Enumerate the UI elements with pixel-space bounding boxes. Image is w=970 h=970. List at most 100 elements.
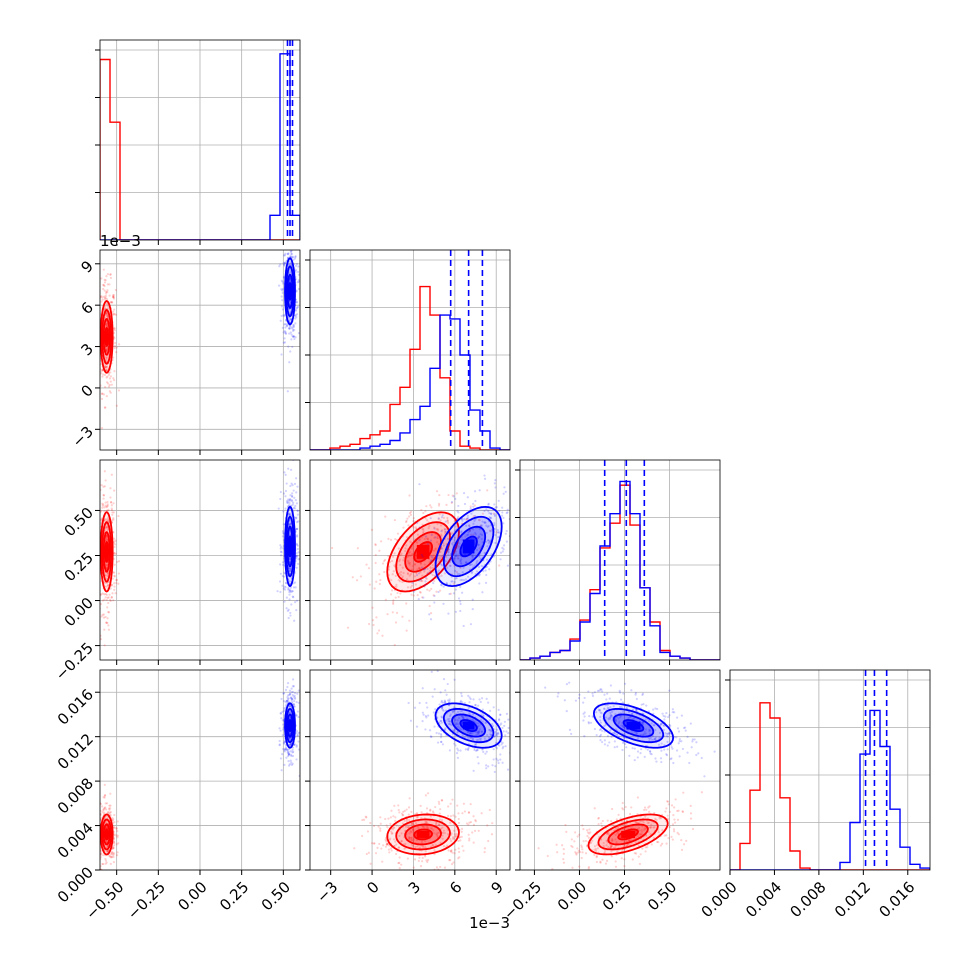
- scatter-point: [367, 567, 371, 570]
- scatter-point: [641, 847, 644, 850]
- scatter-point: [467, 833, 470, 836]
- scatter-point: [470, 571, 473, 575]
- scatter-point: [381, 634, 384, 637]
- scatter-point: [395, 824, 398, 827]
- scatter-point: [570, 844, 573, 848]
- scatter-point: [100, 805, 104, 808]
- scatter-point: [407, 515, 411, 518]
- scatter-point: [671, 838, 674, 841]
- scatter-point: [442, 602, 445, 605]
- scatter-point: [409, 513, 413, 516]
- scatter-point: [505, 712, 509, 715]
- scatter-point: [279, 712, 282, 715]
- scatter-point: [511, 507, 513, 509]
- scatter-point: [282, 709, 286, 713]
- scatter-point: [446, 516, 449, 520]
- scatter-point: [620, 820, 623, 823]
- scatter-point: [102, 497, 105, 500]
- scatter-point: [114, 543, 117, 546]
- scatter-point: [649, 826, 652, 829]
- scatter-point: [108, 854, 111, 857]
- scatter-point: [511, 519, 513, 521]
- scatter-point: [660, 760, 663, 764]
- scatter-point: [296, 554, 299, 558]
- scatter-point: [402, 813, 405, 817]
- scatter-point: [421, 860, 424, 863]
- scatter-point: [510, 740, 512, 742]
- scatter-point: [488, 568, 491, 571]
- scatter-point: [103, 364, 106, 367]
- scatter-point: [472, 698, 475, 701]
- scatter-point: [676, 831, 679, 834]
- scatter-point: [668, 732, 671, 735]
- scatter-point: [596, 844, 599, 847]
- scatter-point: [287, 752, 290, 755]
- scatter-point: [431, 844, 434, 847]
- scatter-point: [460, 827, 464, 830]
- scatter-point: [106, 572, 109, 575]
- scatter-point: [578, 833, 581, 836]
- scatter-point: [441, 529, 444, 532]
- scatter-point: [105, 312, 108, 315]
- scatter-point: [102, 283, 105, 286]
- scatter-point: [282, 691, 286, 695]
- scatter-point: [280, 769, 283, 772]
- scatter-point: [297, 689, 300, 692]
- scatter-point: [294, 517, 298, 520]
- scatter-point: [110, 300, 113, 304]
- scatter-point: [288, 589, 292, 592]
- scatter-point: [501, 726, 504, 730]
- scatter-point: [487, 542, 490, 545]
- scatter-point: [605, 859, 609, 862]
- scatter-point: [105, 861, 108, 864]
- scatter-point: [644, 846, 647, 849]
- scatter-point: [442, 829, 446, 832]
- scatter-point: [112, 295, 115, 298]
- scatter-point: [600, 824, 603, 828]
- scatter-point: [459, 700, 462, 704]
- scatter-point: [392, 838, 396, 841]
- scatter-point: [693, 738, 696, 741]
- scatter-point: [666, 800, 669, 803]
- scatter-point: [288, 593, 291, 596]
- scatter-point: [291, 483, 294, 487]
- scatter-point: [97, 846, 99, 848]
- scatter-point: [446, 682, 449, 686]
- scatter-point: [112, 518, 115, 521]
- scatter-point: [374, 553, 377, 557]
- scatter-point: [666, 735, 669, 738]
- scatter-point: [100, 372, 103, 375]
- scatter-point: [117, 582, 120, 585]
- scatter-point: [649, 833, 652, 836]
- scatter-point: [283, 261, 287, 264]
- scatter-point: [505, 540, 509, 543]
- scatter-point: [467, 746, 470, 750]
- scatter-point: [574, 831, 577, 834]
- x-tick-label: 0.50: [258, 878, 294, 914]
- scatter-point: [449, 859, 452, 862]
- scatter-point: [495, 728, 499, 731]
- scatter-point: [415, 573, 419, 577]
- scatter-point: [110, 501, 113, 504]
- scatter-point: [442, 585, 445, 588]
- scatter-point: [501, 747, 504, 750]
- scatter-point: [636, 835, 639, 838]
- scatter-point: [475, 548, 479, 552]
- scatter-point: [105, 621, 108, 624]
- scatter-point: [106, 504, 109, 507]
- scatter-point: [408, 836, 411, 839]
- scatter-point: [604, 875, 606, 877]
- scatter-point: [440, 716, 443, 719]
- scatter-point: [437, 569, 441, 572]
- scatter-point: [296, 509, 299, 513]
- scatter-point: [96, 338, 98, 340]
- scatter-point: [437, 800, 440, 804]
- scatter-point: [365, 563, 368, 566]
- scatter-point: [288, 279, 291, 282]
- scatter-point: [680, 838, 683, 842]
- scatter-point: [454, 815, 457, 818]
- scatter-point: [506, 768, 510, 771]
- scatter-point: [450, 500, 454, 504]
- scatter-point: [106, 850, 109, 853]
- scatter-point: [111, 816, 114, 820]
